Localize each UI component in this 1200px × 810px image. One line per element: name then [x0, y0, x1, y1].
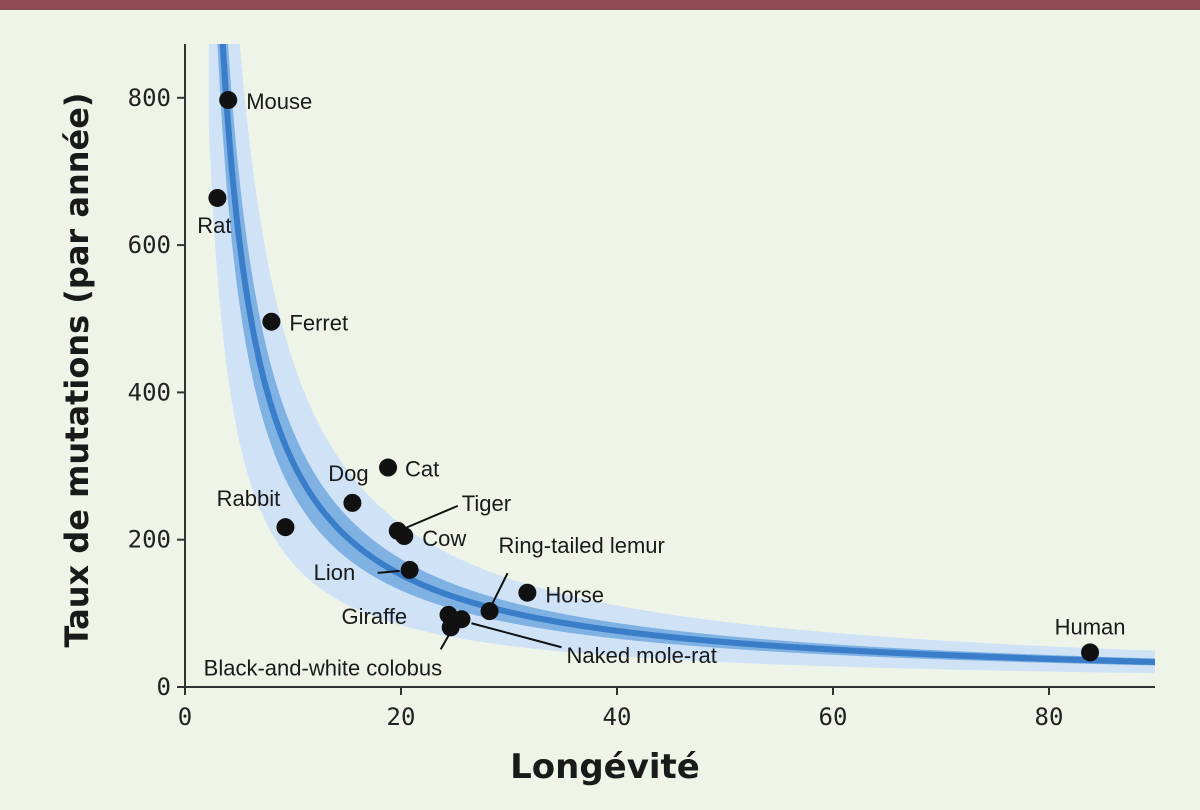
label-mouse: Mouse: [246, 89, 312, 114]
point-labels: Mouse Rat Ferret Rabbit Dog Cat Tiger Cow Lion Ri…: [197, 89, 1125, 680]
data-point-ring-tailed-lemur: [480, 602, 499, 621]
label-connectors: [377, 504, 562, 650]
label-rat: Rat: [197, 213, 231, 238]
data-point-horse: [518, 583, 537, 602]
label-naked-mole-rat: Naked mole-rat: [566, 643, 716, 668]
data-point-cow: [395, 527, 414, 546]
data-points: [208, 91, 1100, 662]
top-color-bar: [0, 0, 1200, 10]
fit-curve-group: [219, 44, 1155, 665]
label-giraffe: Giraffe: [342, 604, 408, 629]
label-dog: Dog: [328, 461, 368, 486]
data-point-cat: [379, 458, 398, 477]
data-point-mouse: [219, 91, 238, 110]
connector-tiger: [405, 504, 459, 529]
y-tick-label: 400: [128, 378, 171, 406]
connector-naked-mole-rat: [471, 622, 562, 649]
x-tick-label: 20: [387, 703, 416, 731]
data-point-lion: [400, 560, 419, 579]
y-tick-label: 0: [157, 673, 171, 701]
x-tick-label: 60: [819, 703, 848, 731]
label-tiger: Tiger: [462, 491, 511, 516]
label-cat: Cat: [405, 457, 439, 482]
data-point-rat: [208, 188, 227, 207]
fit-line: [219, 44, 1155, 665]
label-black-and-white-colobus: Black-and-white colobus: [204, 655, 442, 680]
label-ferret: Ferret: [289, 311, 348, 336]
connector-lion: [377, 569, 400, 574]
x-tick-label: 40: [603, 703, 632, 731]
y-axis-title: Taux de mutations (par année): [58, 92, 96, 647]
label-human: Human: [1055, 614, 1126, 639]
data-point-rabbit: [276, 518, 295, 537]
axes: 0 200 400 600 800 0 20 40 60 80: [128, 44, 1155, 731]
connector-ring-tailed-lemur: [490, 572, 509, 606]
y-tick-label: 200: [128, 526, 171, 554]
data-point-ferret: [262, 312, 281, 331]
data-point-dog: [343, 493, 362, 512]
connector-black-and-white-colobus: [439, 634, 450, 650]
label-rabbit: Rabbit: [217, 486, 281, 511]
label-cow: Cow: [422, 526, 466, 551]
data-point-human: [1081, 643, 1100, 662]
x-tick-label: 80: [1035, 703, 1064, 731]
label-horse: Horse: [545, 583, 604, 608]
data-point-naked-mole-rat: [452, 610, 471, 629]
x-axis-title: Longévité: [510, 747, 700, 787]
x-tick-label: 0: [178, 703, 192, 731]
y-tick-label: 600: [128, 231, 171, 259]
label-ring-tailed-lemur: Ring-tailed lemur: [499, 533, 665, 558]
y-tick-label: 800: [128, 84, 171, 112]
label-lion: Lion: [314, 560, 356, 585]
